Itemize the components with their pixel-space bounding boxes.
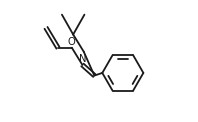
Text: O: O: [68, 37, 76, 47]
Text: N: N: [79, 54, 86, 64]
